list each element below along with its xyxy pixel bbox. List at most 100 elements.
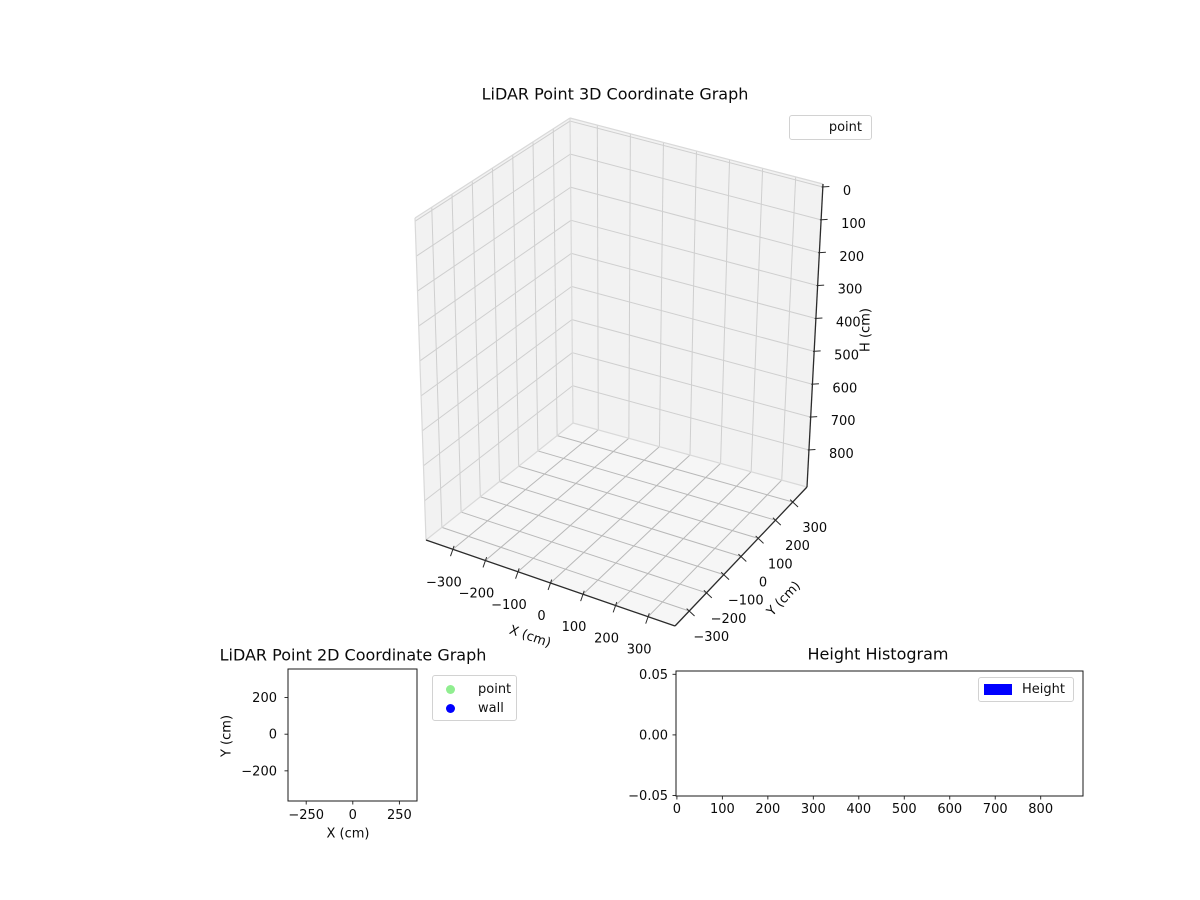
h-tick-mark xyxy=(821,186,830,188)
y-tick-mark xyxy=(720,571,730,581)
x-tick-label: 300 xyxy=(627,643,652,658)
plot2d-x-tick-label: −250 xyxy=(288,808,324,823)
wall-grid-line xyxy=(552,128,558,436)
point-marker-icon xyxy=(446,685,455,694)
x-tick-mark xyxy=(547,579,553,591)
x-tick-label: 100 xyxy=(562,620,587,635)
h-tick-label: 100 xyxy=(841,217,866,232)
wall-grid-line xyxy=(420,286,572,397)
wall-grid-line xyxy=(572,352,811,418)
plot2d-x-tick-label: 250 xyxy=(387,808,412,823)
wall-grid-line xyxy=(628,133,631,439)
hist-x-tick-label: 500 xyxy=(892,802,917,817)
wall-grid-line xyxy=(451,194,462,513)
legend-label-point: point xyxy=(478,682,512,697)
wall-grid-line xyxy=(492,167,500,482)
hist-y-tick-label: 0.00 xyxy=(639,728,668,743)
hist-y-tick-label: 0.05 xyxy=(639,668,668,683)
wall-grid-line xyxy=(532,141,539,451)
y-tick-mark xyxy=(703,590,713,599)
hist-y-tick-label: −0.05 xyxy=(628,789,668,804)
h-tick-mark xyxy=(812,350,821,352)
y-tick-label: 0 xyxy=(759,576,767,591)
legend-label-wall: wall xyxy=(478,701,504,716)
pane-edge xyxy=(414,217,427,541)
wall-marker-icon xyxy=(446,704,455,713)
h-tick-mark xyxy=(814,317,823,320)
x-tick-mark xyxy=(450,545,455,557)
legend-row-wall: wall xyxy=(433,699,516,718)
y-tick-mark xyxy=(686,608,695,617)
pane-edge xyxy=(569,117,824,185)
wall-grid-line xyxy=(421,319,573,432)
wall-grid-line xyxy=(570,186,820,254)
floor-grid-line xyxy=(518,465,759,539)
y-tick-mark xyxy=(772,517,782,526)
hist-x-tick-label: 600 xyxy=(937,802,962,817)
hist-axes-box xyxy=(675,670,1084,797)
wall-grid-line xyxy=(571,319,813,385)
h-axis-spine xyxy=(806,183,824,488)
h-tick-label: 700 xyxy=(831,414,856,429)
wall-grid-line xyxy=(720,159,731,464)
h-tick-mark xyxy=(811,383,819,385)
h-tick-label: 300 xyxy=(838,283,863,298)
h-tick-label: 600 xyxy=(832,381,857,396)
legend-label-height: Height xyxy=(1022,682,1065,697)
hist-x-tick-label: 0 xyxy=(673,802,681,817)
x-tick-label: 200 xyxy=(594,631,619,646)
hist-legend: Height xyxy=(978,677,1074,702)
x-tick-label: −300 xyxy=(426,575,462,590)
plot2d-legend: point wall xyxy=(432,675,517,721)
hist-title: Height Histogram xyxy=(807,644,949,664)
wall-grid-line xyxy=(569,120,823,188)
y-tick-label: −300 xyxy=(693,630,729,645)
y-tick-mark xyxy=(789,499,799,508)
wall-grid-line xyxy=(423,352,573,467)
legend-label-point: point xyxy=(828,120,862,135)
h-tick-label: 0 xyxy=(843,184,851,199)
hist-x-tick-label: 300 xyxy=(801,802,826,817)
plot2d-y-tick-label: 0 xyxy=(269,728,277,743)
y-tick-label: −100 xyxy=(728,594,764,609)
y-tick-label: 300 xyxy=(802,521,827,536)
plot2d-title: LiDAR Point 2D Coordinate Graph xyxy=(219,645,487,665)
floor-grid-line xyxy=(441,526,690,612)
x-tick-mark xyxy=(482,556,488,568)
plot3d-title: LiDAR Point 3D Coordinate Graph xyxy=(481,84,749,104)
pane-edge xyxy=(425,422,574,541)
plot2d-x-axis-label: X (cm) xyxy=(326,826,370,842)
wall-grid-line xyxy=(419,253,572,362)
x-tick-label: −200 xyxy=(459,587,495,602)
wall-grid-line xyxy=(571,252,817,320)
wall-grid-line xyxy=(570,153,822,221)
floor-grid-line xyxy=(499,481,742,557)
wall-grid-line xyxy=(414,120,571,222)
h-tick-label: 400 xyxy=(836,316,861,331)
hist-x-tick-label: 400 xyxy=(846,802,871,817)
wall-grid-line xyxy=(570,219,818,287)
h-tick-mark xyxy=(818,251,826,254)
h-tick-mark xyxy=(819,218,828,221)
wall-grid-line xyxy=(424,385,573,502)
plot2d-y-tick-label: 200 xyxy=(252,691,277,706)
wall-grid-line xyxy=(572,385,810,451)
wall-grid-line xyxy=(416,153,571,257)
legend-row-point: point xyxy=(433,680,516,699)
wall-grid-line xyxy=(431,207,443,528)
pane-right-wall xyxy=(570,118,823,487)
wall-grid-line xyxy=(512,154,520,467)
x-tick-mark xyxy=(580,590,585,602)
wall-grid-line xyxy=(689,150,697,456)
plot2d-y-axis-label: Y (cm) xyxy=(219,714,235,758)
y-tick-label: 100 xyxy=(768,557,793,572)
y-tick-label: 200 xyxy=(785,539,810,554)
h-tick-label: 200 xyxy=(839,250,864,265)
plot3d-legend: point xyxy=(789,115,872,140)
plot2d-x-tick-label: 0 xyxy=(349,808,357,823)
hist-x-tick-label: 200 xyxy=(755,802,780,817)
pane-edge xyxy=(572,422,808,488)
y-tick-mark xyxy=(755,535,764,544)
